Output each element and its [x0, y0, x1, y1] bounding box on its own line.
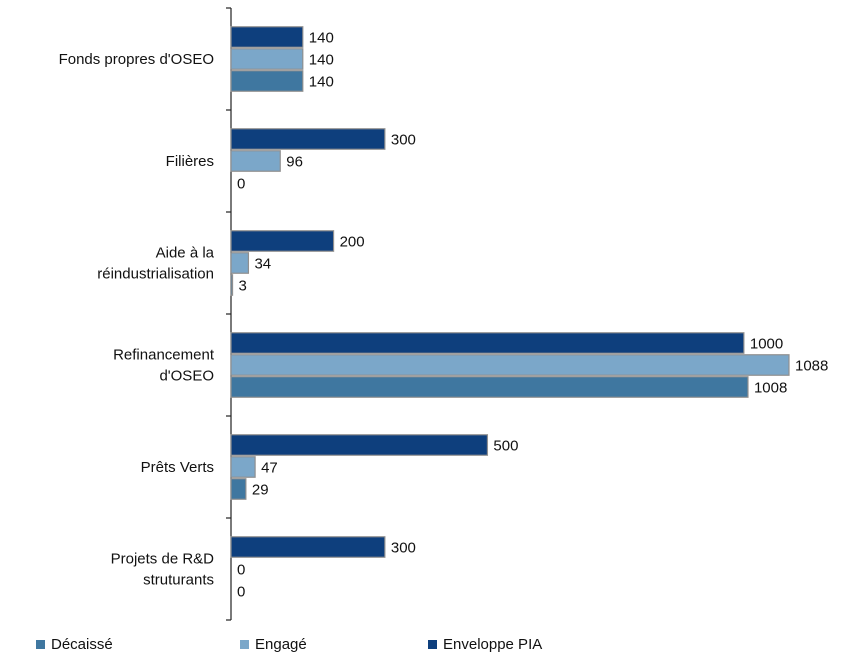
bar [230, 48, 304, 70]
labels-group: Fonds propres d'OSEO140140140Filières300… [59, 30, 829, 601]
category-label: struturants [143, 572, 214, 589]
data-label: 1000 [750, 336, 783, 353]
bar [230, 456, 256, 478]
data-label: 300 [391, 540, 416, 557]
data-label: 200 [340, 234, 365, 251]
bar-chart: Fonds propres d'OSEO140140140Filières300… [59, 7, 829, 621]
legend-label-decaisse: Décaissé [51, 636, 113, 653]
legend-label-engage: Engagé [255, 636, 307, 653]
data-label: 0 [237, 584, 245, 601]
legend-swatch-decaisse [36, 640, 45, 649]
legend-item-decaisse: Décaissé [36, 636, 113, 653]
category-label: Projets de R&D [111, 551, 215, 568]
legend-item-enveloppe-pia: Enveloppe PIA [428, 636, 542, 653]
bar [230, 128, 386, 150]
data-label: 3 [239, 278, 247, 295]
category-label: Refinancement [113, 347, 215, 364]
data-label: 47 [261, 460, 278, 477]
data-label: 1008 [754, 380, 787, 397]
category-label: réindustrialisation [97, 266, 214, 283]
category-label: Prêts Verts [141, 459, 214, 476]
bars-group [230, 26, 790, 558]
data-label: 300 [391, 132, 416, 149]
bar [230, 536, 386, 558]
data-label: 1088 [795, 358, 828, 375]
bar [230, 274, 234, 296]
bar [230, 230, 335, 252]
data-label: 0 [237, 176, 245, 193]
data-label: 96 [286, 154, 303, 171]
legend: Décaissé Engagé Enveloppe PIA [0, 632, 842, 658]
bar [230, 26, 304, 48]
data-label: 29 [252, 482, 269, 499]
data-label: 140 [309, 74, 334, 91]
bar [230, 478, 247, 500]
data-label: 0 [237, 562, 245, 579]
bar [230, 150, 281, 172]
data-label: 140 [309, 52, 334, 69]
legend-item-engage: Engagé [240, 636, 307, 653]
axis-group [226, 7, 232, 621]
bar [230, 252, 250, 274]
legend-swatch-engage [240, 640, 249, 649]
bar [230, 70, 304, 92]
category-label: Aide à la [156, 245, 215, 262]
category-label: d'OSEO [159, 368, 214, 385]
category-label: Fonds propres d'OSEO [59, 51, 214, 68]
bar [230, 332, 745, 354]
category-label: Filières [166, 153, 214, 170]
legend-swatch-enveloppe-pia [428, 640, 437, 649]
bar [230, 434, 489, 456]
legend-label-enveloppe-pia: Enveloppe PIA [443, 636, 543, 653]
data-label: 34 [254, 256, 271, 273]
bar [230, 354, 790, 376]
bar [230, 376, 749, 398]
data-label: 500 [493, 438, 518, 455]
data-label: 140 [309, 30, 334, 47]
